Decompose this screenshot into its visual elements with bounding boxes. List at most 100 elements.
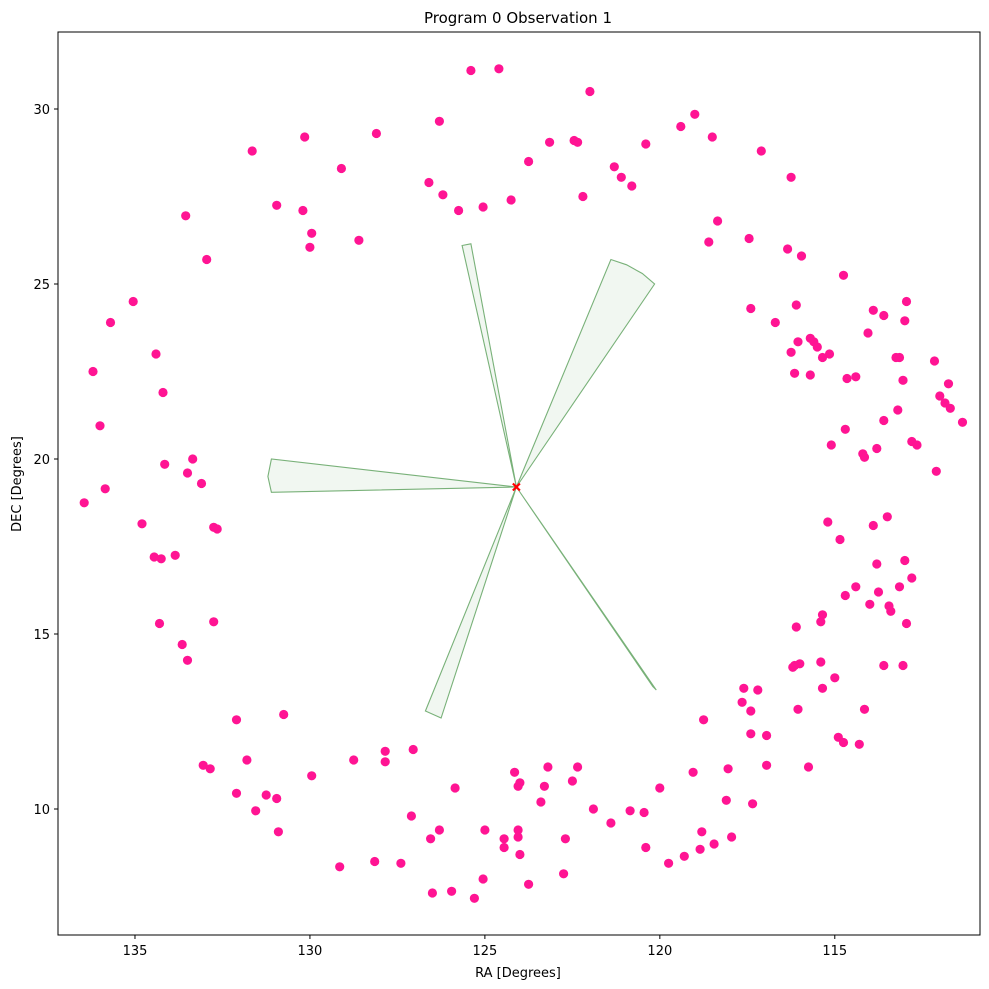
x-tick-label: 135 xyxy=(123,944,148,959)
data-point xyxy=(879,415,889,426)
data-point xyxy=(791,300,801,310)
data-point xyxy=(898,375,908,385)
data-point xyxy=(697,827,707,837)
data-point xyxy=(945,403,955,413)
data-point xyxy=(893,405,903,415)
data-point xyxy=(723,764,733,774)
plot-frame xyxy=(57,31,981,936)
data-point xyxy=(894,582,905,592)
data-point xyxy=(823,517,833,527)
data-point xyxy=(762,760,772,770)
data-point xyxy=(835,534,845,545)
data-point xyxy=(826,440,836,450)
data-point xyxy=(812,342,822,352)
data-point xyxy=(105,317,116,328)
data-point xyxy=(427,888,437,898)
data-point xyxy=(160,459,170,469)
data-point xyxy=(882,512,892,522)
data-point xyxy=(817,683,828,693)
data-point xyxy=(578,191,588,202)
data-point xyxy=(854,739,864,749)
data-point xyxy=(170,550,180,560)
data-point xyxy=(748,799,758,809)
data-point xyxy=(371,128,381,139)
data-point xyxy=(676,121,686,132)
data-point xyxy=(851,582,861,592)
data-point xyxy=(396,858,406,868)
data-point xyxy=(543,762,553,772)
data-point xyxy=(450,783,460,793)
data-point xyxy=(817,352,828,363)
data-point xyxy=(641,139,651,149)
data-point xyxy=(830,673,840,683)
data-point xyxy=(380,757,390,767)
data-point xyxy=(824,349,835,359)
data-point xyxy=(478,874,488,884)
data-point xyxy=(100,484,110,494)
data-point xyxy=(509,767,520,777)
data-point xyxy=(434,825,444,835)
data-point xyxy=(466,65,476,76)
y-axis-label: DEC [Degrees] xyxy=(10,436,25,532)
data-point xyxy=(438,190,448,200)
data-point xyxy=(515,849,525,860)
data-point xyxy=(209,617,219,627)
data-point xyxy=(545,137,555,147)
data-point xyxy=(690,109,700,119)
data-point xyxy=(156,554,166,564)
data-point xyxy=(838,270,849,280)
data-point xyxy=(447,886,457,896)
data-point xyxy=(879,310,889,321)
data-point xyxy=(868,520,878,531)
x-axis: 135 130 125 120 115 xyxy=(123,935,847,959)
data-point xyxy=(859,452,870,462)
data-point xyxy=(868,305,878,315)
data-point xyxy=(805,370,815,380)
data-point xyxy=(655,783,665,793)
data-point xyxy=(746,303,756,314)
data-point xyxy=(957,417,968,427)
data-point xyxy=(251,806,261,816)
x-axis-label: RA [Degrees] xyxy=(475,966,561,981)
data-point xyxy=(699,715,709,725)
data-point xyxy=(307,228,317,238)
data-point xyxy=(149,552,159,562)
data-point xyxy=(573,137,583,147)
data-point xyxy=(202,254,212,265)
data-point xyxy=(753,685,763,695)
field-wedge-2 xyxy=(515,258,656,488)
y-tick-label: 15 xyxy=(33,628,50,643)
data-point xyxy=(335,862,345,872)
data-point xyxy=(212,524,222,534)
data-point xyxy=(901,618,912,629)
x-tick-label: 125 xyxy=(472,944,497,959)
data-point xyxy=(370,856,380,867)
data-point xyxy=(793,704,803,714)
points-layer xyxy=(79,64,968,903)
x-tick-label: 115 xyxy=(822,944,847,959)
data-point xyxy=(790,368,800,378)
x-tick-label: 120 xyxy=(647,944,672,959)
data-point xyxy=(786,347,796,357)
data-point xyxy=(756,146,766,156)
data-point xyxy=(739,683,749,693)
data-point xyxy=(625,806,635,816)
data-point xyxy=(536,797,546,807)
y-tick-label: 25 xyxy=(33,278,50,293)
data-point xyxy=(901,296,912,307)
data-point xyxy=(606,818,616,828)
data-point xyxy=(354,235,364,245)
field-wedge-1 xyxy=(461,243,517,488)
wedges-layer xyxy=(267,243,657,719)
data-point xyxy=(929,356,940,366)
data-point xyxy=(679,851,689,861)
data-point xyxy=(688,767,698,777)
data-point xyxy=(762,730,772,741)
data-point xyxy=(943,379,954,389)
data-point xyxy=(434,116,444,126)
data-point xyxy=(272,200,282,210)
data-point xyxy=(95,421,105,431)
data-point xyxy=(793,337,803,347)
data-point xyxy=(616,172,626,182)
data-point xyxy=(886,606,896,616)
